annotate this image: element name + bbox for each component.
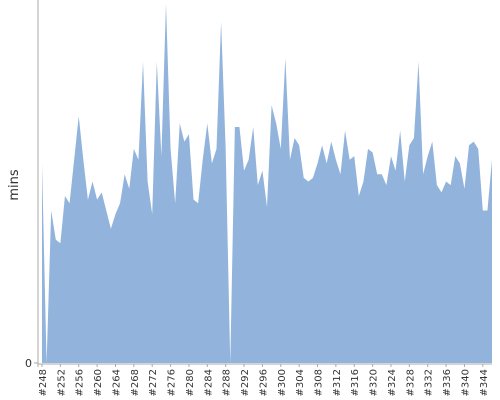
x-tick-label: #252 — [56, 369, 67, 396]
x-tick-label: #276 — [167, 369, 178, 396]
x-tick-label: #336 — [442, 369, 453, 396]
x-tick-label: #320 — [369, 369, 380, 396]
x-tick-label: #284 — [203, 369, 214, 396]
x-tick-label: #304 — [295, 369, 306, 396]
x-tick-label: #280 — [185, 369, 196, 396]
x-tick-label: #248 — [38, 369, 49, 396]
x-tick-label: #272 — [148, 369, 159, 396]
y-axis-label: mins — [7, 169, 22, 201]
x-tick-label: #288 — [222, 369, 233, 396]
x-tick-label: #268 — [130, 369, 141, 396]
x-tick-label: #312 — [332, 369, 343, 396]
x-tick-label: #264 — [111, 369, 122, 396]
x-tick-label: #256 — [75, 369, 86, 396]
x-tick-label: #292 — [240, 369, 251, 396]
area — [42, 3, 492, 363]
x-tick-label: #260 — [93, 369, 104, 396]
x-tick-label: #324 — [387, 369, 398, 396]
x-tick-label: #308 — [314, 369, 325, 396]
x-tick-label: #328 — [405, 369, 416, 396]
x-tick-label: #340 — [460, 369, 471, 396]
x-tick-label: #316 — [350, 369, 361, 396]
x-tick-label: #344 — [479, 369, 490, 396]
x-tick-label: #296 — [258, 369, 269, 396]
y-tick-label: 0 — [25, 357, 32, 370]
x-tick-label: #300 — [277, 369, 288, 396]
x-tick-label: #332 — [424, 369, 435, 396]
